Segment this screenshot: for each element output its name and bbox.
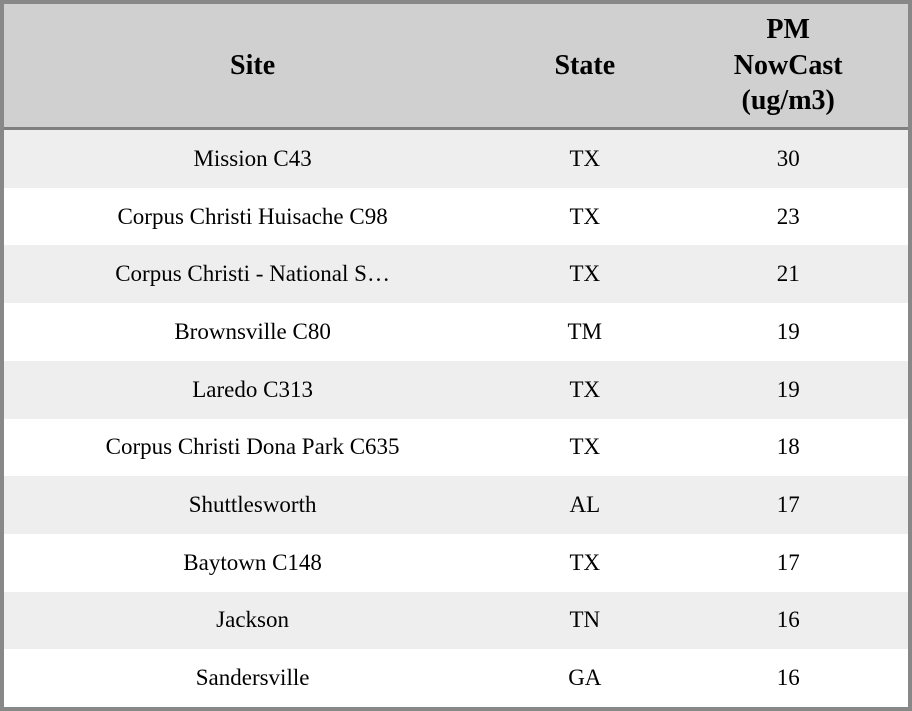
state-cell: TX [569,203,601,229]
state-cell: TX [569,376,601,402]
site-cell: Brownsville C80 [174,318,331,344]
pm-value-cell: 19 [776,376,800,402]
pm-value-cell: 21 [776,261,800,287]
site-cell: Baytown C148 [183,549,322,575]
table-row[interactable]: Corpus Christi Huisache C98 TX 23 [4,187,908,246]
state-cell: GA [568,665,602,691]
column-header-site[interactable]: Site [230,49,276,81]
pm-value-cell: 16 [776,607,800,633]
table-row[interactable]: Shuttlesworth AL 17 [4,476,908,534]
state-cell: AL [569,492,601,518]
pm-value-cell: 18 [776,434,800,460]
pm-value-cell: 17 [776,549,800,575]
table-row[interactable]: Laredo C313 TX 19 [4,360,908,419]
column-header-pm-nowcast[interactable]: PM NowCast (ug/m3) [733,13,843,117]
table-row[interactable]: Mission C43 TX 30 [4,130,908,188]
site-cell: Laredo C313 [192,376,313,402]
site-cell: Corpus Christi - National S… [115,261,390,287]
site-cell: Sandersville [195,665,310,691]
pm-value-cell: 23 [776,203,800,229]
table-row[interactable]: Baytown C148 TX 17 [4,533,908,592]
table-header: Site State PM NowCast (ug/m3) [4,4,908,130]
state-cell: TX [569,434,601,460]
table-row[interactable]: Corpus Christi Dona Park C635 TX 18 [4,418,908,477]
site-cell: Corpus Christi Huisache C98 [117,203,388,229]
table-row[interactable]: Corpus Christi - National S… TX 21 [4,245,908,304]
pm-value-cell: 16 [776,665,800,691]
pm-value-cell: 17 [776,492,800,518]
column-header-state[interactable]: State [554,49,616,81]
table-row[interactable]: Brownsville C80 TM 19 [4,303,908,361]
site-cell: Mission C43 [193,145,312,171]
pm-value-cell: 19 [776,318,800,344]
table-row[interactable]: Jackson TN 16 [4,591,908,650]
site-cell: Shuttlesworth [188,492,317,518]
table-body: Mission C43 TX 30 Corpus Christi Huisach… [4,130,908,708]
state-cell: TN [569,607,601,633]
pm-value-cell: 30 [776,145,800,171]
state-cell: TX [569,261,601,287]
site-cell: Jackson [216,607,289,633]
state-cell: TX [569,549,601,575]
state-cell: TX [569,145,601,171]
table-row[interactable]: Sandersville GA 16 [4,649,908,708]
site-cell: Corpus Christi Dona Park C635 [105,434,400,460]
state-cell: TM [567,318,603,344]
